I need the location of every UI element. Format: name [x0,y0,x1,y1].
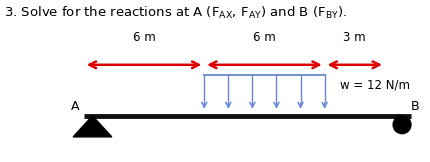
Text: 6 m: 6 m [133,31,155,44]
Text: A: A [71,100,80,113]
Text: w = 12 N/m: w = 12 N/m [340,79,410,92]
Text: 3 m: 3 m [344,31,366,44]
Text: 6 m: 6 m [253,31,276,44]
Polygon shape [73,116,112,137]
Text: 3. Solve for the reactions at A (F$_{\mathsf{AX}}$, F$_{\mathsf{AY}}$) and B (F$: 3. Solve for the reactions at A (F$_{\ma… [4,5,348,21]
Ellipse shape [393,116,411,134]
Text: B: B [411,100,419,113]
